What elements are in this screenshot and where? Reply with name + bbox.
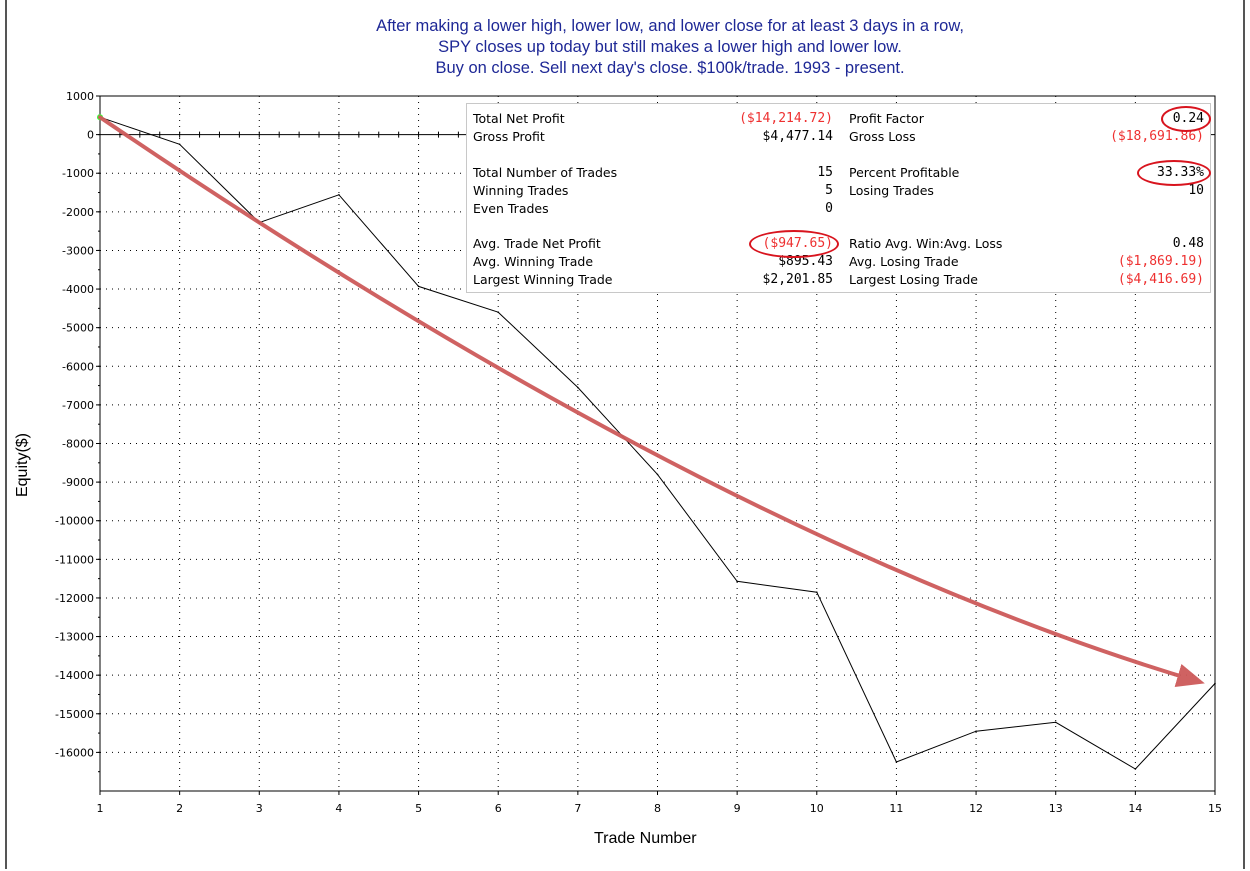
y-tick-label: -13000 (55, 631, 94, 644)
y-tick-label: -6000 (62, 360, 94, 373)
stat-value: 0.48 (1172, 236, 1204, 251)
stat-label: Gross Loss (849, 129, 916, 144)
x-tick-label: 5 (415, 802, 422, 815)
equity-point (656, 473, 659, 476)
stat-value: 10 (1188, 183, 1204, 198)
stat-avg-losing: Avg. Losing Trade ($1,869.19) (849, 253, 1204, 271)
title-line-3: Buy on close. Sell next day's close. $10… (435, 59, 905, 77)
x-tick-label: 3 (256, 802, 263, 815)
x-tick-label: 7 (574, 802, 581, 815)
y-tick-label: 0 (87, 129, 94, 142)
stat-ratio-win-loss: Ratio Avg. Win:Avg. Loss 0.48 (849, 235, 1204, 253)
equity-point (417, 285, 420, 288)
equity-point (736, 580, 738, 583)
stat-losing-trades: Losing Trades 10 (849, 182, 1204, 200)
equity-point (577, 386, 579, 389)
y-tick-label: -11000 (55, 553, 94, 566)
y-tick-label: 1000 (66, 90, 94, 103)
y-tick-label: -1000 (62, 167, 94, 180)
title-line-2: SPY closes up today but still makes a lo… (438, 38, 902, 56)
y-tick-label: -10000 (55, 515, 94, 528)
x-tick-label: 13 (1049, 802, 1063, 815)
stat-winning-trades: Winning Trades 5 (473, 182, 833, 200)
stat-label: Ratio Avg. Win:Avg. Loss (849, 236, 1003, 251)
x-tick-label: 9 (734, 802, 741, 815)
x-tick-label: 2 (176, 802, 183, 815)
equity-point (975, 730, 977, 732)
chart-frame (5, 0, 1245, 869)
stat-value: 0 (825, 201, 833, 216)
stat-total-trades: Total Number of Trades 15 (473, 164, 833, 182)
stat-value: $4,477.14 (762, 129, 833, 144)
stat-value: ($18,691.86) (1110, 129, 1204, 144)
x-tick-label: 15 (1208, 802, 1222, 815)
equity-point (815, 591, 818, 593)
stat-value: 5 (825, 183, 833, 198)
x-tick-label: 12 (969, 802, 983, 815)
stat-label: Avg. Trade Net Profit (473, 236, 601, 251)
y-tick-label: -8000 (62, 438, 94, 451)
stat-value: 15 (817, 165, 833, 180)
y-tick-label: -2000 (62, 206, 94, 219)
performance-stats-panel: Total Net Profit ($14,214.72) Gross Prof… (466, 103, 1211, 293)
stat-label: Largest Losing Trade (849, 272, 978, 287)
trend-arrow (98, 115, 1205, 687)
y-tick-label: -12000 (55, 592, 94, 605)
stat-label: Largest Winning Trade (473, 272, 613, 287)
x-tick-label: 4 (335, 802, 342, 815)
y-tick-label: -3000 (62, 244, 94, 257)
y-axis-title: Equity($) (14, 432, 31, 498)
stat-value: ($14,214.72) (739, 111, 833, 126)
stat-largest-losing: Largest Losing Trade ($4,416.69) (849, 271, 1204, 289)
y-tick-label: -4000 (62, 283, 94, 296)
x-tick-label: 8 (654, 802, 661, 815)
y-tick-label: -14000 (55, 669, 94, 682)
y-tick-label: -16000 (55, 746, 94, 759)
equity-point (338, 194, 340, 196)
x-tick-label: 10 (810, 802, 824, 815)
title-line-1: After making a lower high, lower low, an… (376, 17, 964, 35)
stat-label: Percent Profitable (849, 165, 960, 180)
stat-label: Losing Trades (849, 183, 934, 198)
stat-label: Avg. Losing Trade (849, 254, 959, 269)
stat-profit-factor: Profit Factor 0.24 (849, 110, 1204, 128)
x-tick-label: 6 (495, 802, 502, 815)
equity-point (1054, 721, 1057, 724)
stat-even-trades: Even Trades 0 (473, 200, 833, 218)
chart-title: After making a lower high, lower low, an… (120, 16, 1220, 79)
highlight-circle-avg-trade (749, 230, 839, 258)
equity-point (1134, 768, 1137, 770)
x-tick-label: 14 (1128, 802, 1142, 815)
stat-label: Winning Trades (473, 183, 569, 198)
y-tick-label: -15000 (55, 708, 94, 721)
y-tick-label: -5000 (62, 322, 94, 335)
stat-label: Total Number of Trades (473, 165, 618, 180)
equity-point (895, 761, 898, 763)
stat-label: Gross Profit (473, 129, 545, 144)
stat-label: Total Net Profit (473, 111, 565, 126)
stat-value: ($1,869.19) (1117, 254, 1204, 269)
y-tick-label: -9000 (62, 476, 94, 489)
x-tick-label: 11 (889, 802, 903, 815)
equity-point (178, 143, 181, 146)
stat-total-net-profit: Total Net Profit ($14,214.72) (473, 110, 833, 128)
x-tick-label: 1 (97, 802, 104, 815)
equity-point (1214, 682, 1216, 685)
stat-label: Profit Factor (849, 111, 924, 126)
equity-point (497, 311, 500, 314)
x-axis-title: Trade Number (594, 830, 697, 847)
stat-gross-loss: Gross Loss ($18,691.86) (849, 128, 1204, 146)
highlight-circle-profit-factor (1161, 106, 1211, 132)
stat-value: $2,201.85 (762, 272, 833, 287)
stat-label: Avg. Winning Trade (473, 254, 594, 269)
stat-value: ($4,416.69) (1117, 272, 1204, 287)
stat-gross-profit: Gross Profit $4,477.14 (473, 128, 833, 146)
stat-label: Even Trades (473, 201, 549, 216)
y-tick-label: -7000 (62, 399, 94, 412)
highlight-circle-percent-profitable (1137, 160, 1211, 186)
stat-largest-winning: Largest Winning Trade $2,201.85 (473, 271, 833, 289)
